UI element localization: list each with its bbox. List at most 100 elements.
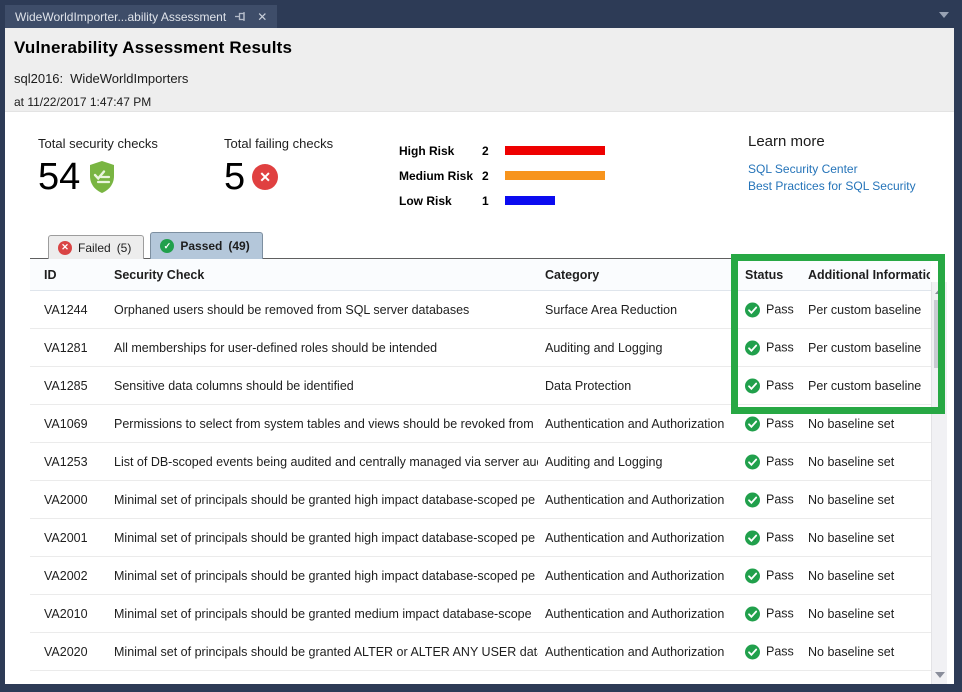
pass-check-icon [745,454,760,469]
grid-body: VA1244 Orphaned users should be removed … [30,291,931,671]
tab-passed-label: Passed [180,239,223,253]
scroll-down-arrow-icon[interactable] [935,672,945,678]
learn-more-links: SQL Security Center Best Practices for S… [748,162,916,193]
risk-label: Medium Risk [399,168,474,183]
risk-bar [505,171,605,180]
result-tabs: ✕ Failed (5) ✓ Passed (49) [48,232,263,259]
cell-check: All memberships for user-defined roles s… [114,340,438,355]
cell-status: Pass [745,492,807,507]
passed-check-icon: ✓ [160,239,175,253]
total-failing-checks-metric: Total failing checks 5 ✕ [224,136,333,196]
cell-status: Pass [745,568,807,583]
status-text: Pass [766,340,794,355]
cell-status: Pass [745,530,807,545]
cell-info: Per custom baseline [808,378,922,393]
server-name: sql2016: [14,71,64,86]
cell-status: Pass [745,606,807,621]
learn-more-section: Learn more SQL Security Center Best Prac… [748,133,916,193]
cell-id: VA1281 [44,340,88,355]
cell-status: Pass [745,302,807,317]
assessment-content: Vulnerability Assessment Results sql2016… [5,28,954,684]
database-name: WideWorldImporters [70,71,189,86]
cell-status: Pass [745,454,807,469]
table-row[interactable]: VA2010 Minimal set of principals should … [30,595,931,633]
grid-header-row: ID Security Check Category Status Additi… [30,259,931,291]
pass-check-icon [745,302,760,317]
table-row[interactable]: VA1285 Sensitive data columns should be … [30,367,931,405]
status-text: Pass [766,492,794,507]
cell-info: No baseline set [808,644,895,659]
scrollbar-thumb[interactable] [934,300,945,368]
vertical-scrollbar[interactable] [931,282,947,684]
pass-check-icon [745,644,760,659]
cell-check: Minimal set of principals should be gran… [114,644,538,659]
status-text: Pass [766,644,794,659]
risk-row: High Risk 2 [399,138,605,163]
cell-check: Permissions to select from system tables… [114,416,538,431]
table-row[interactable]: VA1244 Orphaned users should be removed … [30,291,931,329]
risk-count: 2 [482,168,489,183]
cell-check: Orphaned users should be removed from SQ… [114,302,470,317]
failed-x-icon: ✕ [58,240,72,255]
learn-more-link[interactable]: SQL Security Center [748,162,858,176]
cell-id: VA2000 [44,492,88,507]
fail-x-icon: ✕ [252,164,279,190]
table-row[interactable]: VA2000 Minimal set of principals should … [30,481,931,519]
page-header: Vulnerability Assessment Results sql2016… [5,28,954,112]
total-failing-checks-value: 5 [224,156,246,198]
column-header-status[interactable]: Status [745,267,784,282]
table-row[interactable]: VA2001 Minimal set of principals should … [30,519,931,557]
cell-info: No baseline set [808,568,895,583]
cell-status: Pass [745,644,807,659]
document-tab[interactable]: WideWorldImporter...ability Assessment ✕ [5,5,278,28]
column-header-id[interactable]: ID [44,267,57,282]
tab-failed[interactable]: ✕ Failed (5) [48,235,145,259]
risk-bar [505,196,555,205]
status-text: Pass [766,606,794,621]
cell-id: VA2002 [44,568,88,583]
cell-category: Auditing and Logging [545,340,663,355]
column-header-category[interactable]: Category [545,267,600,282]
table-row[interactable]: VA2020 Minimal set of principals should … [30,633,931,671]
tab-failed-label: Failed [78,240,111,255]
close-icon[interactable]: ✕ [257,9,268,24]
cell-check: Minimal set of principals should be gran… [114,568,536,583]
tab-passed[interactable]: ✓ Passed (49) [150,232,263,259]
risk-label: Low Risk [399,193,452,208]
cell-category: Authentication and Authorization [545,606,725,621]
table-row[interactable]: VA1253 List of DB-scoped events being au… [30,443,931,481]
pin-icon[interactable] [235,11,246,22]
risk-row: Low Risk 1 [399,188,605,213]
cell-info: No baseline set [808,606,895,621]
learn-more-title: Learn more [748,133,825,150]
window-dropdown-caret-icon[interactable] [939,12,949,18]
cell-id: VA2010 [44,606,88,621]
cell-id: VA1285 [44,378,88,393]
pass-check-icon [745,416,760,431]
tab-passed-count: (49) [228,239,250,253]
table-row[interactable]: VA2002 Minimal set of principals should … [30,557,931,595]
table-row[interactable]: VA1281 All memberships for user-defined … [30,329,931,367]
column-header-check[interactable]: Security Check [114,267,205,282]
cell-category: Auditing and Logging [545,454,663,469]
cell-info: No baseline set [808,492,895,507]
cell-status: Pass [745,378,807,393]
cell-category: Authentication and Authorization [545,568,725,583]
cell-category: Authentication and Authorization [545,644,725,659]
risk-row: Medium Risk 2 [399,163,605,188]
total-security-checks-value: 54 [38,156,81,198]
risk-summary-chart: High Risk 2 Medium Risk 2 Low Risk 1 [399,138,605,213]
pass-check-icon [745,606,760,621]
scroll-up-arrow-icon[interactable] [935,288,945,294]
document-tab-title: WideWorldImporter...ability Assessment [15,9,227,24]
column-header-info[interactable]: Additional Information [808,267,930,282]
cell-info: No baseline set [808,416,895,431]
status-text: Pass [766,568,794,583]
cell-id: VA2001 [44,530,88,545]
pass-check-icon [745,568,760,583]
cell-id: VA1069 [44,416,88,431]
table-row[interactable]: VA1069 Permissions to select from system… [30,405,931,443]
cell-info: Per custom baseline [808,340,922,355]
learn-more-link[interactable]: Best Practices for SQL Security [748,179,916,193]
cell-check: List of DB-scoped events being audited a… [114,454,538,469]
